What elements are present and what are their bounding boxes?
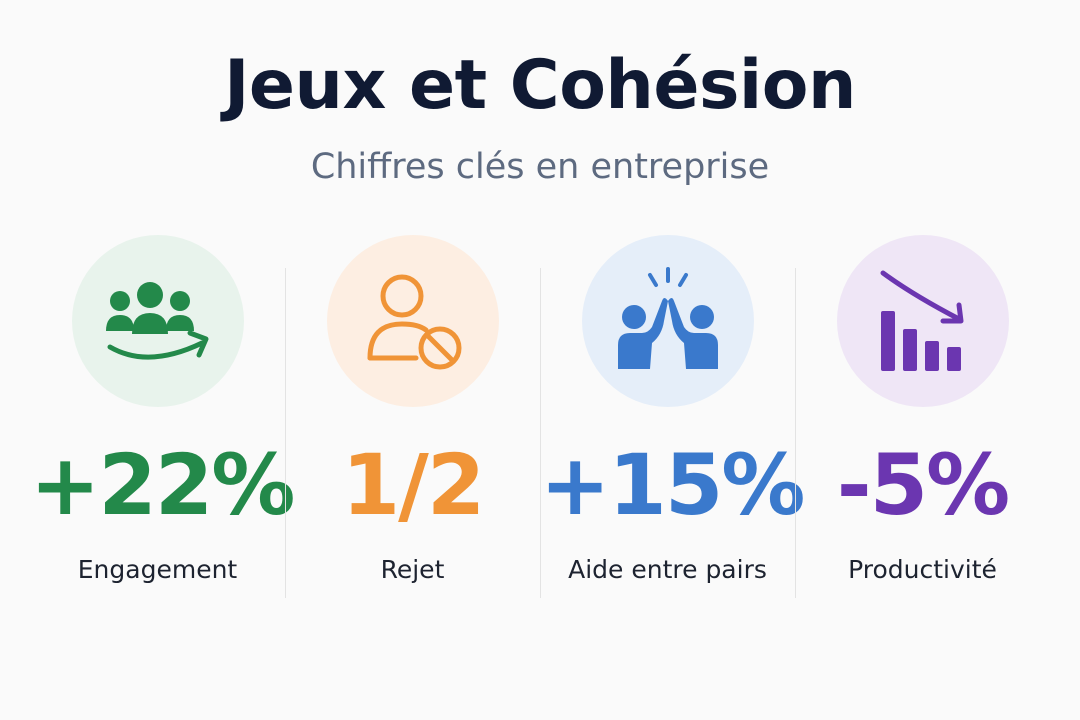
bar-decline-icon	[880, 270, 963, 371]
user-block-icon	[367, 274, 461, 370]
page-subtitle: Chiffres clés en entreprise	[310, 147, 770, 187]
group-growth-icon	[105, 282, 208, 360]
stat-aide-entre-pairs: +15% Aide entre pairs	[540, 235, 805, 605]
stat-icon-circle	[836, 235, 1009, 407]
stat-engagement: +22% Engagement	[30, 235, 295, 605]
stats-row: +22% Engagement 1/2 Rejet	[30, 235, 1050, 605]
divider	[285, 268, 286, 598]
stat-rejet: 1/2 Rejet	[285, 235, 540, 605]
stat-label: Engagement	[77, 555, 238, 584]
stat-value: 1/2	[341, 436, 486, 534]
stat-label: Aide entre pairs	[568, 555, 767, 584]
stat-label: Rejet	[380, 555, 445, 584]
high-five-icon	[617, 267, 718, 369]
stat-value: +22%	[30, 436, 295, 534]
divider	[795, 268, 796, 598]
stat-label: Productivité	[848, 555, 997, 584]
divider	[540, 268, 541, 598]
stat-value: +15%	[540, 436, 805, 534]
stat-icon-circle	[326, 235, 499, 407]
page-title: Jeux et Cohésion	[224, 46, 856, 125]
stat-value: -5%	[836, 436, 1010, 534]
stat-icon-circle	[71, 235, 244, 407]
stat-icon-circle	[581, 235, 754, 407]
stat-productivite: -5% Productivité	[795, 235, 1050, 605]
